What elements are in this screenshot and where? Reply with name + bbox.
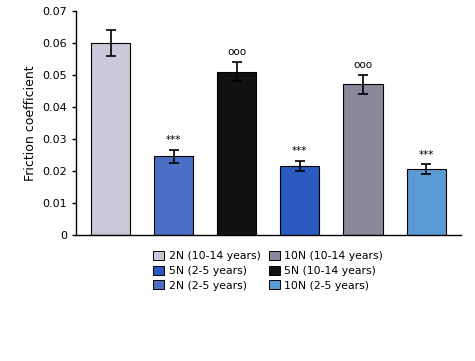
Y-axis label: Friction coefficient: Friction coefficient xyxy=(24,65,37,180)
Text: ooo: ooo xyxy=(353,60,372,70)
Text: ***: *** xyxy=(418,149,434,160)
Bar xyxy=(280,166,320,235)
Bar xyxy=(407,169,446,235)
Bar xyxy=(91,43,130,235)
Bar xyxy=(154,156,193,235)
Text: ooo: ooo xyxy=(227,47,247,57)
Bar xyxy=(343,84,382,235)
Text: ***: *** xyxy=(166,135,181,145)
Bar xyxy=(217,71,256,235)
Legend: 2N (10-14 years), 5N (2-5 years), 2N (2-5 years), 10N (10-14 years), 5N (10-14 y: 2N (10-14 years), 5N (2-5 years), 2N (2-… xyxy=(152,249,385,293)
Text: ***: *** xyxy=(292,146,308,156)
